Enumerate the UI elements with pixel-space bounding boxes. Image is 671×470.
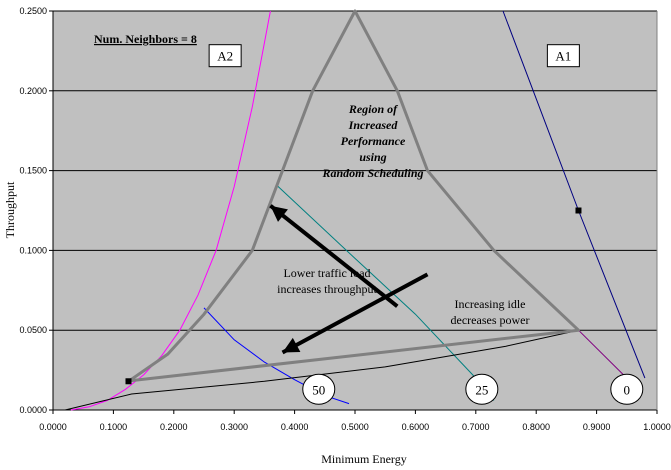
chart-title: Num. Neighbors = 8 (94, 32, 197, 46)
idle-label-circle-0 (302, 373, 336, 405)
lower-traffic-annotation-line-0: Lower traffic load (283, 266, 370, 280)
x-tick-label-8: 0.8000 (522, 422, 550, 432)
x-tick-label-3: 0.3000 (220, 422, 248, 432)
plot-area (53, 11, 657, 410)
idle-label-2: 0 (624, 382, 631, 397)
x-tick-label-0: 0.0000 (39, 422, 67, 432)
annotations: Region of Increased Performance using Random… (277, 102, 529, 327)
data-marker-0 (125, 378, 132, 385)
region-annotation-line-3: using (359, 150, 386, 164)
series-line-5 (578, 329, 628, 379)
arrow-head-1 (282, 337, 301, 353)
y-tick-labels: 0.0000 0.0500 0.1000 0.1500 0.2000 0.2500 (19, 6, 53, 415)
increasing-idle-annotation-line-0: Increasing idle (455, 297, 526, 311)
idle-label-0: 50 (312, 382, 325, 397)
region-annotation-line-4: Random Scheduling (321, 166, 423, 180)
arrow-shaft-1 (281, 272, 429, 355)
region-annotation-line-0: Region of (348, 102, 398, 116)
curve-labels: A2 A1 50 25 0 (208, 44, 644, 405)
markers (125, 207, 582, 385)
x-tick-label-6: 0.6000 (402, 422, 430, 432)
idle-label-circle-2 (610, 373, 644, 405)
y-tick-label-1: 0.0500 (19, 325, 47, 335)
increasing-idle-annotation-line-1: decreases power (451, 313, 530, 327)
x-tick-labels: 0.0000 0.1000 0.2000 0.3000 0.4000 0.5000 0.60… (39, 410, 671, 432)
region-boundary-line (125, 9, 580, 383)
series-line-0 (71, 10, 271, 411)
x-tick-label-9: 0.9000 (583, 422, 611, 432)
curve-label-box-0 (208, 44, 242, 68)
curve-label-0: A2 (217, 49, 233, 64)
lower-traffic-annotation-line-1: increases throughput (277, 282, 377, 296)
arrows (269, 204, 429, 355)
x-axis-title: Minimum Energy (321, 452, 406, 466)
region-annotation-line-2: Performance (341, 134, 406, 148)
data-marker-1 (575, 207, 582, 214)
y-tick-label-2: 0.1000 (19, 245, 47, 255)
y-tick-label-4: 0.2000 (19, 86, 47, 96)
y-axis-title: Throughput (3, 181, 17, 238)
idle-label-circle-1 (465, 373, 499, 405)
region-annotation-line-1: Increased (348, 118, 399, 132)
curve-label-1: A1 (555, 49, 571, 64)
arrow-shaft-0 (269, 204, 399, 308)
x-tick-label-7: 0.7000 (462, 422, 490, 432)
x-tick-label-4: 0.4000 (281, 422, 309, 432)
y-tick-label-3: 0.1500 (19, 166, 47, 176)
y-tick-label-0: 0.0000 (19, 405, 47, 415)
y-tick-label-5: 0.2500 (19, 6, 47, 16)
x-tick-label-10: 1.0000 (643, 422, 671, 432)
arrow-head-0 (270, 205, 288, 222)
x-tick-label-5: 0.5000 (341, 422, 369, 432)
x-tick-label-2: 0.2000 (160, 422, 188, 432)
curve-label-box-1 (546, 44, 580, 68)
series-line-4 (64, 329, 579, 411)
region-boundary (125, 9, 580, 383)
idle-label-1: 25 (475, 382, 488, 397)
x-tick-label-1: 0.1000 (100, 422, 128, 432)
